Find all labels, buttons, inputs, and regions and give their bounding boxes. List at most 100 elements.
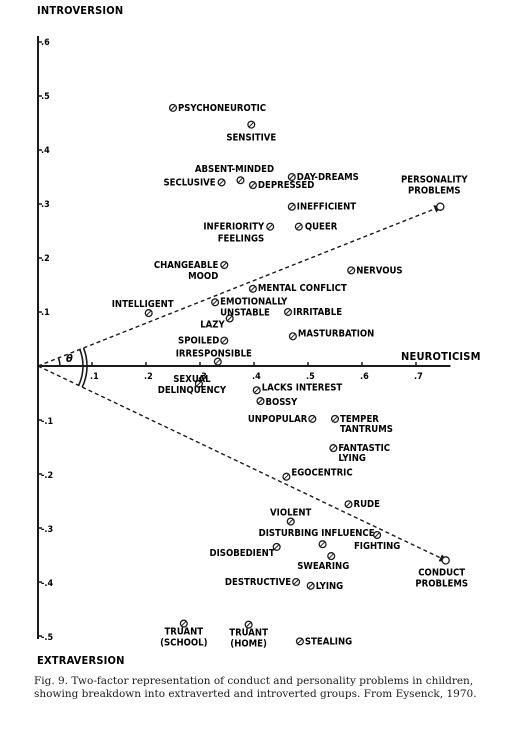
factor-vector-arrow — [37, 365, 448, 562]
point-marker-cross — [297, 639, 303, 644]
data-point: TEMPER TANTRUMS — [330, 414, 393, 435]
point-marker-cross — [196, 381, 202, 387]
data-point: UNPOPULAR — [248, 414, 317, 425]
point-label: INFERIORITY FEELINGS — [203, 222, 265, 245]
data-point: TRUANT (HOME) — [229, 620, 268, 650]
y-tick-label: -.5 — [41, 633, 53, 643]
y-tick-label: .6 — [41, 38, 50, 48]
point-marker-cross — [289, 174, 295, 180]
data-point: SENSITIVE — [226, 120, 276, 144]
y-tick-label: -.1 — [41, 417, 53, 427]
point-label: INTELLIGENT — [112, 299, 174, 310]
vector-end-marker — [441, 556, 450, 565]
point-marker-cross — [332, 416, 338, 422]
point-label: DISTURBING INFLUENCE — [259, 528, 375, 539]
data-point: SEXUAL DELINQUENCY — [158, 374, 227, 396]
point-label: EGOCENTRIC — [291, 468, 352, 479]
data-point: EMOTIONALLY UNSTABLE — [211, 296, 288, 318]
data-point: INFERIORITY FEELINGS — [203, 222, 275, 245]
point-label: MASTURBATION — [298, 328, 374, 339]
point-label: DISOBEDIENT — [210, 548, 275, 559]
point-marker-cross — [285, 309, 291, 315]
two-factor-chart: .1 .2 .3 .4 .5 .6 -.1 -.2 -.3 -.4 -.5 .1 .2 .3 .4 .5 .6.… — [37, 4, 481, 667]
y-tick-label: .1 — [41, 308, 50, 318]
point-label: TRUANT (SCHOOL) — [160, 627, 207, 649]
point-label: DEPRESSED — [258, 180, 314, 191]
point-label: NERVOUS — [356, 265, 402, 276]
data-point: PSYCHONEUROTIC — [168, 103, 266, 114]
data-point: FIGHTING — [354, 530, 400, 552]
data-point: VIOLENT — [270, 508, 312, 526]
point-label: LAZY — [200, 319, 225, 330]
point-label: SEXUAL DELINQUENCY — [158, 374, 227, 396]
data-point: QUEER — [294, 222, 338, 233]
data-point: SWEARING — [297, 552, 349, 572]
x-tick-label: .7 — [414, 372, 423, 382]
point-marker-cross — [248, 122, 254, 127]
point-marker-cross — [308, 583, 314, 589]
data-point: DISTURBING INFLUENCE — [259, 528, 375, 549]
data-point: MENTAL CONFLICT — [248, 283, 347, 294]
factor-vector-arrow — [37, 205, 443, 367]
point-marker-cross — [288, 519, 294, 524]
point-label: FANTASTIC LYING — [338, 443, 390, 464]
data-point: SPOILED — [178, 336, 229, 347]
point-marker-cross — [290, 333, 296, 339]
point-label: DESTRUCTIVE — [225, 577, 291, 588]
point-label: STEALING — [305, 636, 352, 647]
y-tick-label: -.4 — [41, 579, 53, 589]
point-marker-cross — [250, 286, 256, 292]
point-label: TRUANT (HOME) — [229, 628, 268, 650]
point-marker-cross — [246, 622, 251, 628]
point-marker-cross — [331, 445, 336, 451]
data-point: LYING — [306, 581, 343, 592]
y-axis-title-bottom: EXTRAVERSION — [37, 654, 125, 667]
y-tick-label: -.3 — [41, 525, 53, 535]
y-tick-label: -.2 — [41, 471, 53, 481]
data-point: IRRESPONSIBLE — [176, 349, 252, 366]
point-label: IRRITABLE — [293, 307, 342, 318]
point-label: TEMPER TANTRUMS — [340, 414, 393, 435]
y-axis-title-top: INTROVERSION — [37, 4, 123, 17]
point-marker-cross — [274, 544, 280, 550]
figure-caption: Fig. 9. Two-factor representation of con… — [34, 675, 477, 700]
data-point: BOSSY — [256, 397, 298, 408]
point-label: BOSSY — [265, 397, 298, 408]
point-marker-cross — [346, 501, 351, 507]
data-point: DISOBEDIENT — [210, 542, 281, 559]
x-tick-label: .2 — [144, 372, 153, 382]
point-label: RUDE — [354, 499, 381, 510]
point-marker-cross — [296, 224, 302, 230]
data-point: EGOCENTRIC — [282, 468, 353, 481]
data-point: RUDE — [344, 499, 381, 510]
point-marker-cross — [374, 532, 380, 538]
y-tick-label: .3 — [41, 200, 50, 210]
y-tick-label: .2 — [41, 254, 50, 264]
x-axis-title: NEUROTICISM — [401, 350, 481, 363]
point-marker-cross — [170, 105, 176, 111]
point-label: SENSITIVE — [226, 133, 276, 144]
data-point: LAZY — [200, 314, 234, 330]
point-label: SWEARING — [297, 561, 349, 572]
data-point: ABSENT-MINDED — [195, 164, 274, 185]
data-point: NERVOUS — [347, 265, 403, 276]
point-marker-cross — [221, 338, 227, 343]
data-point: INTELLIGENT — [112, 299, 174, 318]
point-label: CHANGEABLE MOOD — [154, 260, 219, 282]
point-label: LACKS INTEREST — [262, 382, 343, 393]
point-marker-cross — [309, 416, 315, 422]
point-marker-cross — [320, 541, 325, 547]
point-marker-cross — [238, 177, 243, 183]
point-label: MENTAL CONFLICT — [258, 283, 347, 294]
point-label: VIOLENT — [270, 508, 311, 519]
point-marker-cross — [258, 398, 263, 404]
point-label: DAY-DREAMS — [297, 172, 359, 183]
y-tick-label: .4 — [41, 146, 50, 156]
data-point: SECLUSIVE — [163, 177, 226, 188]
point-marker-cross — [250, 182, 256, 188]
x-tick-label: .3 — [198, 372, 207, 382]
data-point: IRRITABLE — [283, 307, 342, 318]
point-marker-cross — [227, 316, 233, 321]
point-marker-cross — [254, 387, 260, 393]
data-point: FANTASTIC LYING — [329, 443, 390, 464]
